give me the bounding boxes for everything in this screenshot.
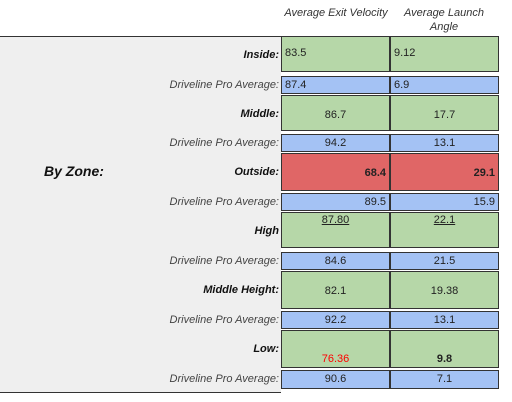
exit-velocity-cell[interactable]: 87.80 — [281, 212, 390, 248]
header-launch-angle: Average Launch Angle — [404, 7, 484, 33]
launch-angle-cell[interactable]: 13.1 — [390, 311, 499, 329]
launch-angle-cell[interactable]: 19.38 — [390, 271, 499, 309]
exit-velocity-cell[interactable]: 89.5 — [281, 193, 390, 211]
table-row: Low: 76.36 9.8 — [0, 330, 512, 368]
row-label: Driveline Pro Average: — [169, 314, 279, 326]
launch-angle-cell[interactable]: 22.1 — [390, 212, 499, 248]
launch-angle-cell[interactable]: 9.12 — [390, 36, 499, 72]
exit-velocity-cell[interactable]: 82.1 — [281, 271, 390, 309]
exit-velocity-cell[interactable]: 76.36 — [281, 330, 390, 368]
exit-velocity-cell[interactable]: 87.4 — [281, 76, 390, 94]
header-exit-velocity: Average Exit Velocity — [284, 7, 388, 19]
table-row: Middle Height: 82.1 19.38 — [0, 271, 512, 309]
row-label: Middle Height: — [203, 284, 279, 296]
row-label: Driveline Pro Average: — [169, 137, 279, 149]
launch-angle-cell[interactable]: 13.1 — [390, 134, 499, 152]
table-row: Middle: 86.7 17.7 — [0, 95, 512, 131]
exit-velocity-cell[interactable]: 86.7 — [281, 95, 390, 131]
row-label: Driveline Pro Average: — [169, 373, 279, 385]
exit-velocity-cell[interactable]: 92.2 — [281, 311, 390, 329]
row-label: High — [254, 225, 279, 237]
table-row: Outside: 68.4 29.1 — [0, 153, 512, 191]
table-row: Driveline Pro Average: 84.6 21.5 — [0, 252, 512, 270]
exit-velocity-cell[interactable]: 68.4 — [281, 153, 390, 191]
launch-angle-cell[interactable]: 17.7 — [390, 95, 499, 131]
launch-angle-cell[interactable]: 21.5 — [390, 252, 499, 270]
exit-velocity-cell[interactable]: 84.6 — [281, 252, 390, 270]
launch-angle-cell[interactable]: 6.9 — [390, 76, 499, 94]
table-row: Driveline Pro Average: 90.6 7.1 — [0, 370, 512, 389]
launch-angle-cell[interactable]: 9.8 — [390, 330, 499, 368]
table-row: High 87.80 22.1 — [0, 212, 512, 248]
exit-velocity-cell[interactable]: 90.6 — [281, 370, 390, 389]
table-row: Driveline Pro Average: 89.5 15.9 — [0, 193, 512, 211]
row-label: Driveline Pro Average: — [169, 196, 279, 208]
exit-velocity-cell[interactable]: 94.2 — [281, 134, 390, 152]
table-row: Driveline Pro Average: 92.2 13.1 — [0, 311, 512, 329]
launch-angle-cell[interactable]: 15.9 — [390, 193, 499, 211]
row-label: Middle: — [240, 108, 280, 120]
row-label: Low: — [253, 343, 279, 355]
table-row: Inside: 83.5 9.12 — [0, 36, 512, 72]
table-row: Driveline Pro Average: 87.4 6.9 — [0, 76, 512, 94]
group-label: By Zone: — [44, 163, 104, 179]
row-label: Driveline Pro Average: — [169, 255, 279, 267]
table-row: Driveline Pro Average: 94.2 13.1 — [0, 134, 512, 152]
label-panel — [0, 36, 281, 393]
exit-velocity-cell[interactable]: 83.5 — [281, 36, 390, 72]
row-label: Outside: — [234, 166, 279, 178]
row-label: Inside: — [243, 49, 279, 61]
launch-angle-cell[interactable]: 29.1 — [390, 153, 499, 191]
row-label: Driveline Pro Average: — [169, 79, 279, 91]
launch-angle-cell[interactable]: 7.1 — [390, 370, 499, 389]
